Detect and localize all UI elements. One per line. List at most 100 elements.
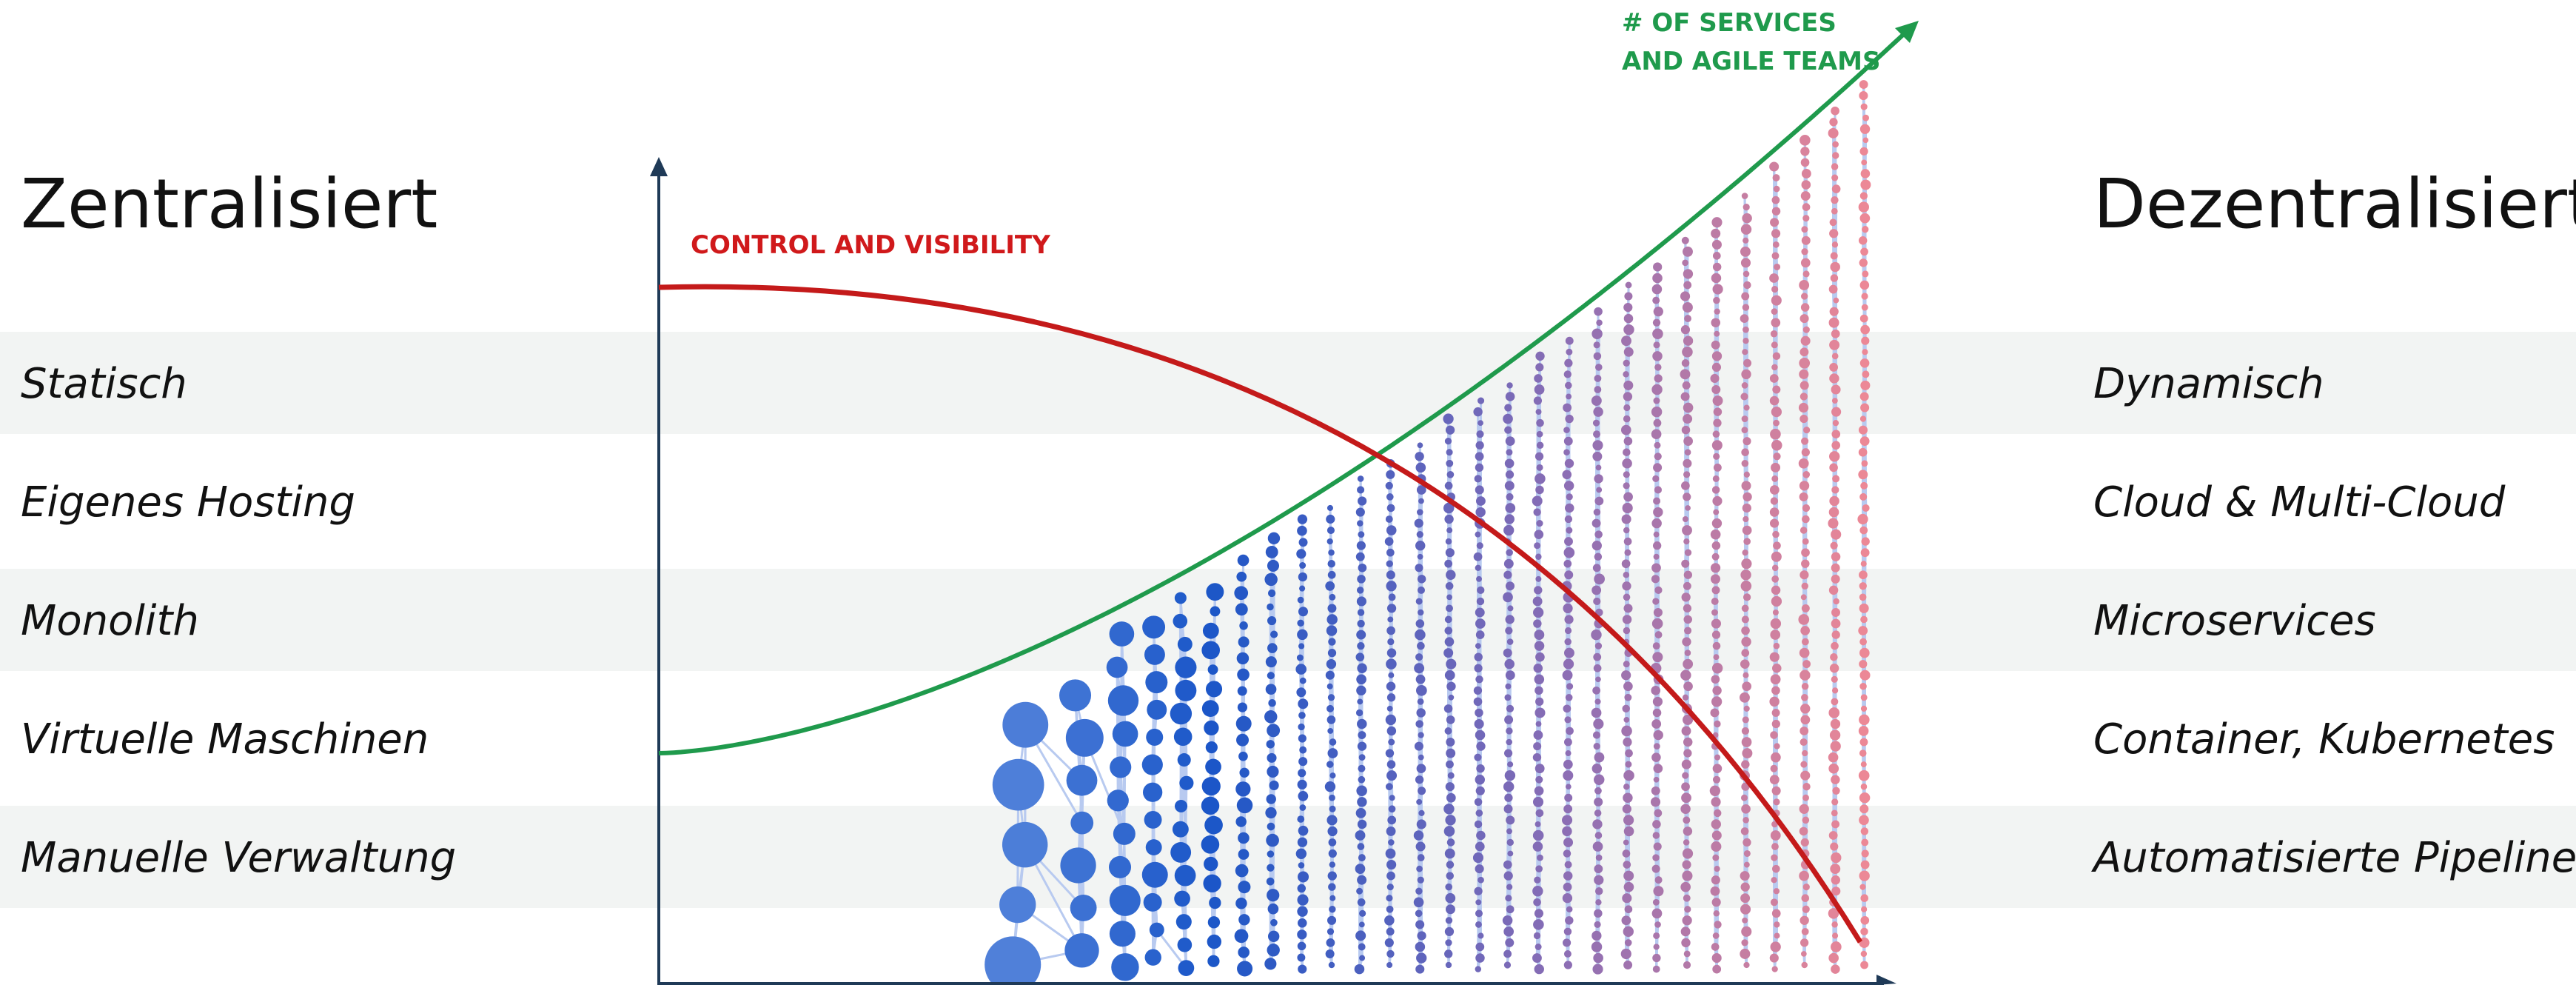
bubble bbox=[1740, 581, 1752, 592]
bubble bbox=[1623, 482, 1630, 490]
bubble bbox=[1477, 586, 1485, 595]
bubble bbox=[1594, 386, 1602, 393]
bubble bbox=[1358, 496, 1367, 506]
bubble bbox=[1743, 338, 1749, 344]
bubble bbox=[1386, 570, 1395, 580]
bubble bbox=[1711, 552, 1720, 561]
bubble bbox=[1711, 318, 1720, 327]
bubble bbox=[1059, 679, 1092, 712]
bubble bbox=[1443, 648, 1454, 658]
bubble bbox=[1594, 909, 1603, 918]
bubble bbox=[1475, 463, 1484, 473]
bubble bbox=[1566, 393, 1572, 400]
bubble bbox=[1386, 871, 1395, 881]
bubble bbox=[1769, 775, 1780, 785]
band bbox=[0, 569, 2576, 671]
bubble bbox=[1623, 661, 1630, 668]
bubble bbox=[1179, 775, 1194, 790]
bubble bbox=[1475, 909, 1483, 918]
bubble bbox=[1503, 949, 1512, 958]
bubble bbox=[1534, 944, 1542, 950]
bubble bbox=[1389, 795, 1395, 801]
bubble bbox=[1680, 670, 1691, 681]
bubble bbox=[1682, 694, 1689, 701]
bubble bbox=[1771, 821, 1778, 828]
bubble bbox=[1740, 948, 1751, 959]
bubble bbox=[1444, 670, 1455, 681]
bubble bbox=[1418, 609, 1424, 616]
bubble bbox=[1417, 854, 1425, 862]
bubble bbox=[1623, 826, 1634, 837]
bubble bbox=[1533, 742, 1542, 751]
bubble bbox=[1356, 685, 1366, 696]
bubble bbox=[1388, 839, 1395, 846]
bubble bbox=[1771, 877, 1777, 884]
bubble bbox=[1268, 698, 1276, 707]
bubble bbox=[1683, 681, 1693, 692]
bubble bbox=[1417, 876, 1424, 884]
bubble bbox=[1711, 217, 1723, 228]
bubble bbox=[1201, 835, 1220, 854]
bubble bbox=[1174, 592, 1187, 604]
bubble bbox=[1329, 593, 1336, 601]
bubble bbox=[1503, 860, 1512, 869]
bubble bbox=[1113, 822, 1136, 845]
bubble bbox=[1445, 581, 1454, 590]
bubble bbox=[1267, 643, 1278, 653]
bubble bbox=[1771, 708, 1780, 717]
bubble bbox=[1711, 675, 1720, 684]
bubble bbox=[1652, 351, 1663, 361]
bubble bbox=[1623, 815, 1634, 826]
bubble bbox=[1475, 729, 1486, 741]
bubble bbox=[1563, 658, 1574, 670]
bubble bbox=[1563, 770, 1574, 781]
bubble bbox=[1326, 538, 1333, 545]
bubble bbox=[1474, 652, 1483, 661]
bubble bbox=[1740, 246, 1751, 257]
bubble bbox=[1355, 709, 1364, 717]
bubble bbox=[1652, 541, 1662, 550]
bubble bbox=[1651, 384, 1663, 395]
bubble bbox=[1504, 426, 1512, 434]
bubble bbox=[1358, 731, 1366, 740]
bubble bbox=[1535, 652, 1545, 662]
bubble bbox=[1298, 723, 1305, 731]
bubble bbox=[1712, 932, 1720, 939]
bubble bbox=[1594, 698, 1601, 705]
bubble bbox=[1742, 716, 1749, 724]
bubble bbox=[1415, 887, 1423, 895]
bubble bbox=[1594, 307, 1603, 316]
bubble bbox=[1680, 369, 1691, 380]
bubble bbox=[1205, 741, 1218, 754]
bubble bbox=[1683, 492, 1691, 501]
bubble bbox=[1594, 864, 1603, 874]
bubble bbox=[1107, 789, 1129, 812]
bubble bbox=[1477, 932, 1484, 939]
bubble bbox=[1295, 664, 1307, 675]
bubble bbox=[1264, 710, 1278, 724]
bubble bbox=[1299, 585, 1306, 592]
bubble bbox=[1713, 463, 1722, 472]
bubble bbox=[985, 936, 1042, 985]
bubble bbox=[1266, 877, 1275, 886]
bubble bbox=[1445, 917, 1453, 924]
bubble bbox=[1595, 899, 1602, 906]
bubble bbox=[992, 758, 1044, 811]
bubble bbox=[1743, 861, 1750, 868]
bubble bbox=[1329, 861, 1336, 868]
bubble bbox=[1299, 746, 1307, 754]
bubble bbox=[1623, 593, 1631, 601]
bubble bbox=[1536, 430, 1543, 438]
bubble bbox=[1386, 658, 1397, 670]
bubble bbox=[1297, 918, 1307, 928]
bubble bbox=[1683, 458, 1692, 468]
bubble bbox=[1415, 841, 1426, 852]
link bbox=[1329, 507, 1333, 609]
bubble bbox=[1060, 847, 1096, 884]
bubble bbox=[1444, 514, 1454, 524]
bubble bbox=[1265, 684, 1277, 695]
bubble bbox=[1563, 603, 1573, 614]
bubble bbox=[1417, 641, 1425, 650]
bubble bbox=[1326, 504, 1334, 511]
bubble bbox=[1592, 564, 1601, 572]
